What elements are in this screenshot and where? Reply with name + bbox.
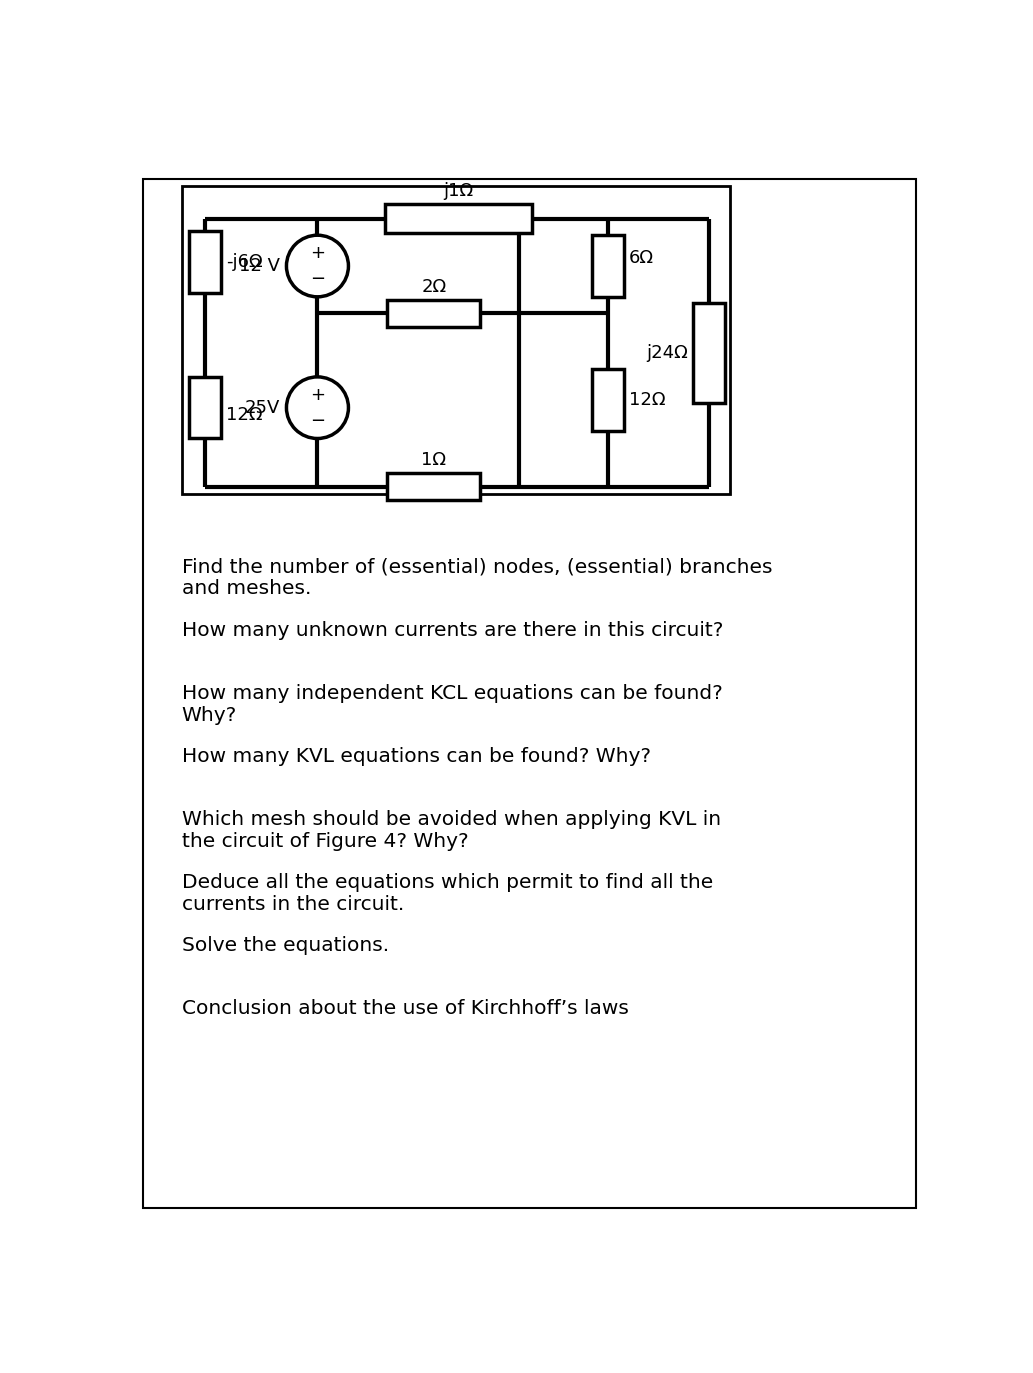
Text: 6Ω: 6Ω	[629, 250, 654, 268]
Text: 12Ω: 12Ω	[226, 406, 262, 424]
Bar	[592, 235, 624, 297]
Text: +: +	[310, 386, 325, 404]
Bar	[385, 205, 532, 233]
Bar	[189, 232, 221, 292]
Bar	[189, 378, 221, 438]
Text: Deduce all the equations which permit to find all the
currents in the circuit.: Deduce all the equations which permit to…	[182, 873, 713, 914]
Text: 12Ω: 12Ω	[629, 391, 665, 409]
Text: −: −	[310, 270, 325, 288]
Text: How many unknown currents are there in this circuit?: How many unknown currents are there in t…	[182, 621, 723, 640]
Text: j1Ω: j1Ω	[443, 183, 473, 200]
Text: How many KVL equations can be found? Why?: How many KVL equations can be found? Why…	[182, 747, 651, 766]
Text: Solve the equations.: Solve the equations.	[182, 936, 389, 956]
Text: +: +	[310, 244, 325, 262]
Text: 1Ω: 1Ω	[421, 450, 446, 470]
Text: j24Ω: j24Ω	[647, 343, 688, 361]
Text: How many independent KCL equations can be found?
Why?: How many independent KCL equations can b…	[182, 684, 722, 725]
Text: −: −	[310, 412, 325, 430]
Text: Find the number of (essential) nodes, (essential) branches
and meshes.: Find the number of (essential) nodes, (e…	[182, 557, 773, 599]
Circle shape	[286, 378, 348, 438]
Text: Which mesh should be avoided when applying KVL in
the circuit of Figure 4? Why?: Which mesh should be avoided when applyi…	[182, 810, 721, 851]
Bar	[182, 187, 729, 494]
Bar	[692, 302, 725, 402]
Text: 25V: 25V	[245, 398, 280, 416]
Bar	[592, 369, 624, 431]
Text: -j6Ω: -j6Ω	[226, 253, 262, 270]
Text: 2Ω: 2Ω	[421, 277, 446, 295]
Circle shape	[286, 235, 348, 297]
Text: Conclusion about the use of Kirchhoff’s laws: Conclusion about the use of Kirchhoff’s …	[182, 1000, 629, 1019]
Text: 12 V: 12 V	[240, 257, 280, 275]
Bar	[387, 299, 480, 327]
Bar	[387, 472, 480, 501]
